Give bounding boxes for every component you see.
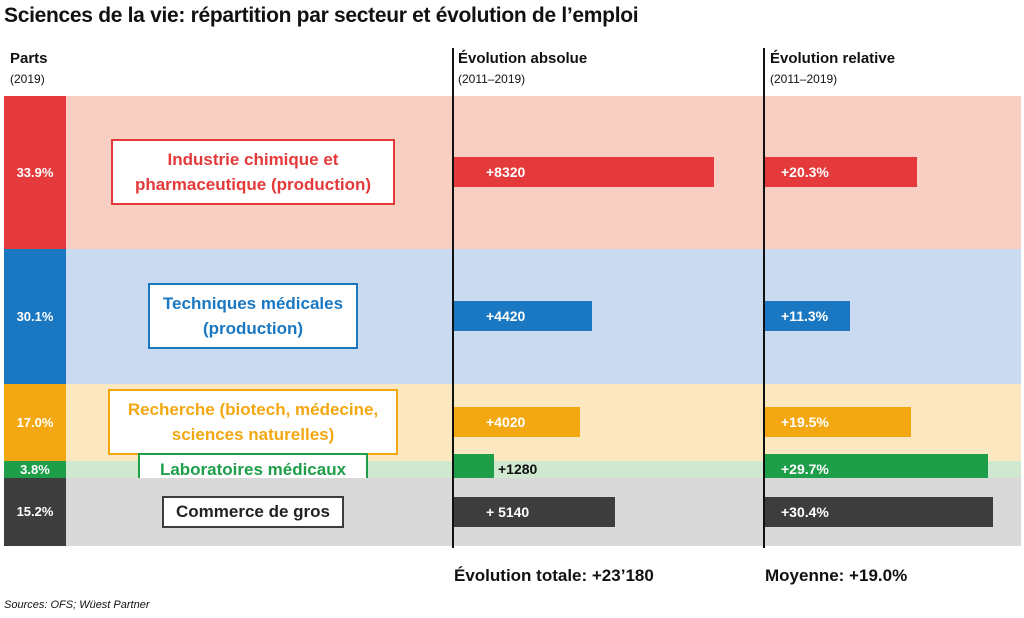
sector-label: Recherche (biotech, médecine, sciences n…: [108, 389, 398, 456]
absolute-axis-line: [452, 48, 454, 548]
relative-bar-label: +20.3%: [781, 164, 829, 181]
relative-axis-line: [763, 48, 765, 548]
absolute-bar: [454, 496, 615, 527]
share-segment: 33.9%: [4, 96, 66, 249]
parts-subheader: (2019): [10, 72, 45, 86]
share-segment: 17.0%: [4, 384, 66, 461]
absolute-bar-label: +8320: [486, 164, 526, 181]
absolute-bar-label: +4020: [486, 414, 526, 431]
share-segment: 30.1%: [4, 248, 66, 384]
relative-bar: [765, 496, 993, 527]
relative-bar: [765, 301, 850, 332]
relative-bar: [765, 407, 912, 438]
sector-label: Techniques médicales (production): [148, 283, 358, 350]
absolute-bar: [454, 301, 593, 332]
share-segment: 15.2%: [4, 477, 66, 546]
share-segment: 3.8%: [4, 460, 66, 478]
relative-bar-label: +19.5%: [781, 414, 829, 431]
relative-bar-label: +11.3%: [781, 308, 829, 325]
relative-bar-label: +29.7%: [781, 461, 829, 478]
absolute-bar-label: + 5140: [486, 503, 530, 520]
absolute-bar: [454, 157, 714, 188]
relative-bar: [765, 157, 918, 188]
relative-subheader: (2011–2019): [770, 72, 838, 86]
absolute-bar: [454, 407, 580, 438]
parts-header: Parts: [10, 50, 48, 67]
absolute-total: Évolution totale: +23’180: [454, 566, 654, 585]
relative-header: Évolution relative: [770, 50, 896, 67]
relative-bar-label: +30.4%: [781, 503, 829, 520]
source-note: Sources: OFS; Wüest Partner: [4, 599, 150, 611]
sector-label: Industrie chimique et pharmaceutique (pr…: [111, 139, 395, 206]
absolute-subheader: (2011–2019): [458, 72, 526, 86]
absolute-header: Évolution absolue: [458, 50, 588, 67]
relative-average: Moyenne: +19.0%: [765, 566, 908, 585]
absolute-bar-label: +4420: [486, 308, 526, 325]
absolute-bar-label: +1280: [498, 461, 538, 478]
chart-title: Sciences de la vie: répartition par sect…: [4, 4, 639, 27]
sector-label: Commerce de gros: [162, 495, 344, 528]
